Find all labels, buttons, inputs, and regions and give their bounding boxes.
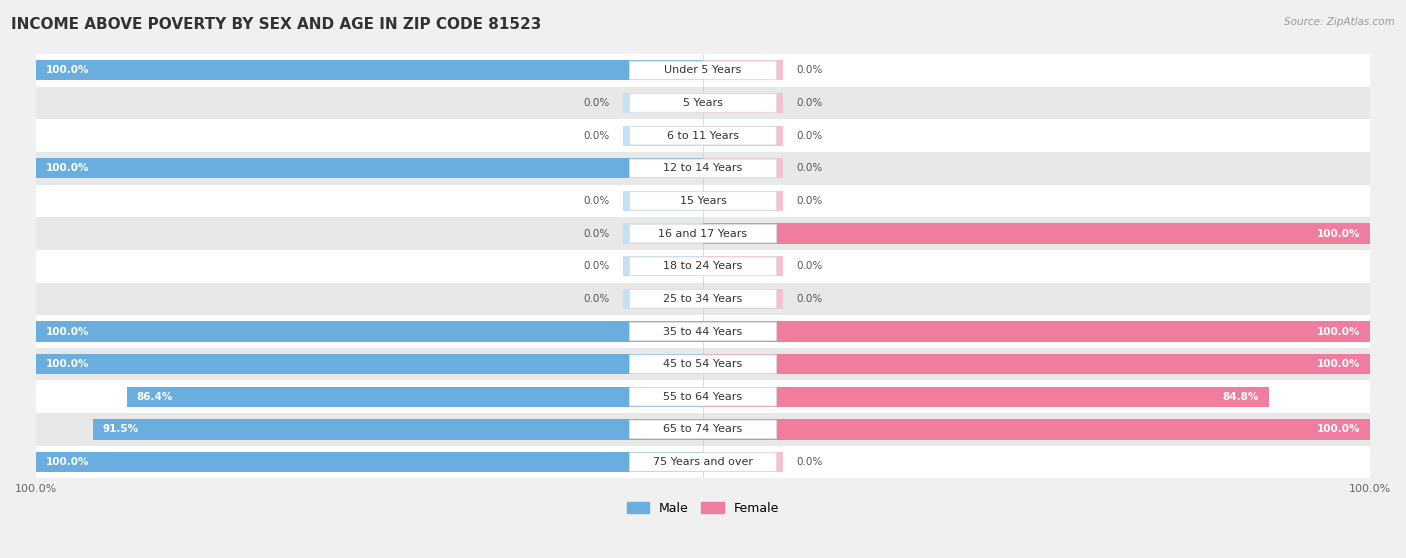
Text: 0.0%: 0.0% (796, 163, 823, 174)
FancyBboxPatch shape (630, 159, 776, 177)
Text: 16 and 17 Years: 16 and 17 Years (658, 229, 748, 239)
Bar (623, 256, 703, 276)
FancyBboxPatch shape (630, 257, 776, 276)
Bar (703, 256, 783, 276)
Bar (37, 152, 1369, 185)
Bar (703, 93, 783, 113)
Bar (703, 321, 1369, 341)
Text: 100.0%: 100.0% (1316, 326, 1360, 336)
Text: 15 Years: 15 Years (679, 196, 727, 206)
Text: Under 5 Years: Under 5 Years (665, 65, 741, 75)
Text: 65 to 74 Years: 65 to 74 Years (664, 425, 742, 435)
Text: 100.0%: 100.0% (1316, 359, 1360, 369)
Text: 100.0%: 100.0% (46, 326, 90, 336)
Text: 75 Years and over: 75 Years and over (652, 457, 754, 467)
Bar (37, 185, 1369, 217)
Bar (37, 348, 1369, 381)
Legend: Male, Female: Male, Female (627, 502, 779, 514)
Bar (37, 119, 1369, 152)
Text: 0.0%: 0.0% (796, 261, 823, 271)
Text: Source: ZipAtlas.com: Source: ZipAtlas.com (1284, 17, 1395, 27)
FancyBboxPatch shape (630, 387, 776, 406)
Text: 12 to 14 Years: 12 to 14 Years (664, 163, 742, 174)
Text: 100.0%: 100.0% (46, 457, 90, 467)
Text: 91.5%: 91.5% (103, 425, 139, 435)
Text: 35 to 44 Years: 35 to 44 Years (664, 326, 742, 336)
FancyBboxPatch shape (630, 290, 776, 308)
Text: 0.0%: 0.0% (583, 294, 610, 304)
Bar (623, 126, 703, 146)
Text: 86.4%: 86.4% (136, 392, 173, 402)
FancyBboxPatch shape (630, 420, 776, 439)
Text: 100.0%: 100.0% (46, 163, 90, 174)
Text: 6 to 11 Years: 6 to 11 Years (666, 131, 740, 141)
Bar (623, 93, 703, 113)
Text: 0.0%: 0.0% (796, 65, 823, 75)
Bar (703, 60, 783, 80)
Bar (37, 381, 1369, 413)
Bar (37, 446, 1369, 478)
Text: 0.0%: 0.0% (583, 196, 610, 206)
Bar (37, 86, 1369, 119)
Text: 0.0%: 0.0% (796, 457, 823, 467)
Text: 0.0%: 0.0% (583, 131, 610, 141)
Text: 0.0%: 0.0% (583, 229, 610, 239)
Text: 100.0%: 100.0% (1316, 425, 1360, 435)
Bar (623, 191, 703, 211)
Bar (37, 54, 1369, 86)
FancyBboxPatch shape (630, 192, 776, 210)
Bar (37, 60, 703, 80)
Bar (37, 217, 1369, 250)
FancyBboxPatch shape (630, 61, 776, 80)
Text: INCOME ABOVE POVERTY BY SEX AND AGE IN ZIP CODE 81523: INCOME ABOVE POVERTY BY SEX AND AGE IN Z… (11, 17, 541, 32)
Text: 5 Years: 5 Years (683, 98, 723, 108)
Bar (623, 288, 703, 309)
FancyBboxPatch shape (630, 127, 776, 145)
Bar (703, 126, 783, 146)
Bar (37, 452, 703, 472)
Text: 0.0%: 0.0% (796, 196, 823, 206)
Bar (703, 452, 783, 472)
FancyBboxPatch shape (630, 224, 776, 243)
FancyBboxPatch shape (630, 453, 776, 472)
FancyBboxPatch shape (630, 355, 776, 373)
Text: 100.0%: 100.0% (1316, 229, 1360, 239)
Bar (37, 321, 703, 341)
Bar (703, 288, 783, 309)
Bar (37, 282, 1369, 315)
Bar (37, 354, 703, 374)
Text: 0.0%: 0.0% (583, 98, 610, 108)
Bar (703, 191, 783, 211)
Bar (623, 223, 703, 244)
FancyBboxPatch shape (630, 323, 776, 341)
Bar (37, 413, 1369, 446)
Bar (703, 387, 1268, 407)
Text: 18 to 24 Years: 18 to 24 Years (664, 261, 742, 271)
Bar (127, 387, 703, 407)
Text: 0.0%: 0.0% (796, 131, 823, 141)
Bar (703, 223, 1369, 244)
Bar (37, 250, 1369, 282)
Bar (703, 354, 1369, 374)
Text: 45 to 54 Years: 45 to 54 Years (664, 359, 742, 369)
Text: 100.0%: 100.0% (46, 65, 90, 75)
Bar (703, 419, 1369, 440)
Text: 0.0%: 0.0% (583, 261, 610, 271)
Text: 25 to 34 Years: 25 to 34 Years (664, 294, 742, 304)
Text: 100.0%: 100.0% (46, 359, 90, 369)
Bar (703, 158, 783, 179)
FancyBboxPatch shape (630, 94, 776, 112)
Text: 0.0%: 0.0% (796, 294, 823, 304)
Bar (93, 419, 703, 440)
Text: 84.8%: 84.8% (1222, 392, 1258, 402)
Text: 55 to 64 Years: 55 to 64 Years (664, 392, 742, 402)
Bar (37, 315, 1369, 348)
Bar (37, 158, 703, 179)
Text: 0.0%: 0.0% (796, 98, 823, 108)
